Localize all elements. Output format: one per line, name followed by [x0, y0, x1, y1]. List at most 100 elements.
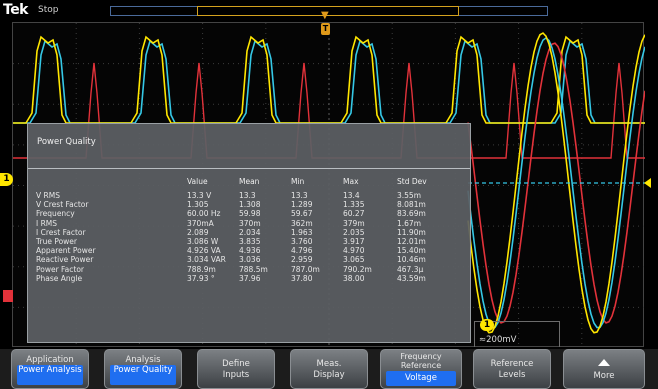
measurement-value: 4.796 — [291, 246, 313, 256]
measurement-value: 467.3µ — [397, 264, 424, 274]
column-header: Value — [187, 177, 208, 186]
measurement-name: I Crest Factor — [36, 227, 86, 237]
button-label: More — [593, 371, 615, 381]
brand-logo: Tek — [3, 2, 29, 18]
column-header — [36, 177, 187, 191]
column-header: Std Dev — [397, 177, 427, 186]
panel-title: Power Quality — [37, 137, 96, 147]
measurement-value: 13.3 — [239, 191, 256, 200]
measurement-value: 13.3 — [291, 191, 308, 200]
measurement-value: 1.67m — [397, 218, 422, 228]
measurement-value: 2.034 — [239, 227, 261, 237]
measurement-name: Apparent Power — [36, 246, 96, 256]
trigger-position-icon[interactable]: ▼ — [321, 10, 329, 21]
channel-1-scale: ≈200mV — [479, 335, 517, 345]
measurement-value: 3.034 VAR — [187, 255, 226, 265]
button-label-2: Inputs — [222, 370, 250, 380]
measurement-value: 788.5m — [239, 264, 268, 274]
channel-1-ground-marker[interactable]: 1 — [0, 173, 13, 186]
table-row: I RMS 370mA 370m 362m 379m 1.67m — [36, 219, 447, 228]
channel-1-badge[interactable]: 1 — [480, 319, 494, 331]
bottom-menu: Application Power Analysis Analysis Powe… — [0, 349, 658, 389]
measurement-name: Frequency — [36, 209, 75, 219]
measurement-value: 3.065 — [343, 255, 365, 265]
measurement-value: 1.305 — [187, 200, 209, 210]
measurement-value: 60.00 Hz — [187, 209, 221, 219]
measurement-value: 59.98 — [239, 209, 261, 219]
table-row: True Power 3.086 W 3.835 3.760 3.917 12.01m — [36, 237, 447, 246]
measurement-name: Power Factor — [36, 264, 85, 274]
measurement-value: 2.089 — [187, 227, 209, 237]
acquisition-state: Stop — [38, 5, 59, 15]
measurement-value: 788.9m — [187, 264, 216, 274]
measurement-value: 11.90m — [397, 227, 426, 237]
button-label: Define — [222, 359, 250, 369]
table-row: Power Factor 788.9m 788.5m 787.0m 790.2m 467.… — [36, 265, 447, 274]
measurement-name: V RMS — [36, 191, 60, 200]
measurement-value: 1.963 — [291, 227, 313, 237]
measurement-name: I RMS — [36, 218, 58, 228]
measurement-name: Phase Angle — [36, 273, 83, 283]
button-label-2: Levels — [498, 370, 526, 380]
measurement-value: 4.926 VA — [187, 246, 221, 256]
measurement-value: 12.01m — [397, 237, 426, 247]
measurement-value: 2.035 — [343, 227, 365, 237]
channel-1-sine — [467, 32, 645, 334]
column-header: Mean — [239, 177, 260, 186]
measurement-value: 787.0m — [291, 264, 320, 274]
frequency-reference-button[interactable]: Frequency Reference Voltage — [380, 349, 462, 389]
table-row: Phase Angle 37.93 ° 37.96 37.80 38.00 43.59m — [36, 274, 447, 283]
measurement-name: True Power — [36, 237, 77, 247]
trigger-level-marker[interactable] — [644, 178, 651, 188]
measurement-value: 3.760 — [291, 237, 313, 247]
table-row: I Crest Factor 2.089 2.034 1.963 2.035 11.90m — [36, 228, 447, 237]
measurement-value: 13.3 V — [187, 191, 212, 200]
measurement-value: 10.46m — [397, 255, 426, 265]
measurement-value: 4.970 — [343, 246, 365, 256]
button-label: Reference — [490, 359, 534, 369]
measurement-value: 362m — [291, 218, 313, 228]
table-row: V Crest Factor 1.305 1.308 1.289 1.335 8.081m — [36, 200, 447, 209]
analysis-button[interactable]: Analysis Power Quality — [104, 349, 182, 389]
measurement-value: 370mA — [187, 218, 214, 228]
channel-2-sine — [467, 36, 645, 329]
table-header-row: Value Mean Min Max Std Dev — [36, 177, 447, 191]
measurement-value: 37.80 — [291, 273, 313, 283]
measurement-value: 4.936 — [239, 246, 261, 256]
power-quality-panel: Power Quality Value Mean Min Max Std Dev… — [27, 123, 471, 343]
measurement-value: 8.081m — [397, 200, 426, 210]
button-label: Analysis — [125, 355, 161, 365]
selected-value: Power Analysis — [17, 365, 83, 385]
power-quality-table: Value Mean Min Max Std Dev V RMS 13.3 V 13… — [36, 177, 447, 283]
define-inputs-button[interactable]: Define Inputs — [197, 349, 275, 389]
arrow-up-icon — [598, 359, 610, 366]
selected-value: Voltage — [386, 371, 456, 386]
application-button[interactable]: Application Power Analysis — [11, 349, 89, 389]
measurement-value: 60.27 — [343, 209, 365, 219]
measurement-value: 1.308 — [239, 200, 261, 210]
trigger-marker[interactable]: T — [321, 23, 330, 35]
record-view-window[interactable] — [197, 6, 459, 16]
column-header: Max — [343, 177, 359, 186]
more-button[interactable]: More — [563, 349, 645, 389]
measurement-value: 790.2m — [343, 264, 372, 274]
measurement-value: 3.835 — [239, 237, 261, 247]
reference-levels-button[interactable]: Reference Levels — [473, 349, 551, 389]
table-row: V RMS 13.3 V 13.3 13.3 13.4 3.55m — [36, 191, 447, 200]
measurement-value: 37.93 ° — [187, 273, 215, 283]
button-label: Frequency Reference — [400, 352, 442, 370]
measurement-value: 2.959 — [291, 255, 313, 265]
meas-display-button[interactable]: Meas. Display — [290, 349, 368, 389]
measurement-value: 59.67 — [291, 209, 313, 219]
measurement-value: 83.69m — [397, 209, 426, 219]
panel-divider — [28, 168, 470, 169]
channel-3-marker[interactable] — [3, 290, 13, 302]
measurement-value: 37.96 — [239, 273, 261, 283]
measurement-value: 13.4 — [343, 191, 360, 200]
measurement-value: 43.59m — [397, 273, 426, 283]
status-bar: Tek Stop ▼ — [0, 0, 658, 22]
button-label: Application — [26, 355, 74, 365]
column-header: Min — [291, 177, 305, 186]
table-row: Apparent Power 4.926 VA 4.936 4.796 4.970 15.… — [36, 246, 447, 255]
